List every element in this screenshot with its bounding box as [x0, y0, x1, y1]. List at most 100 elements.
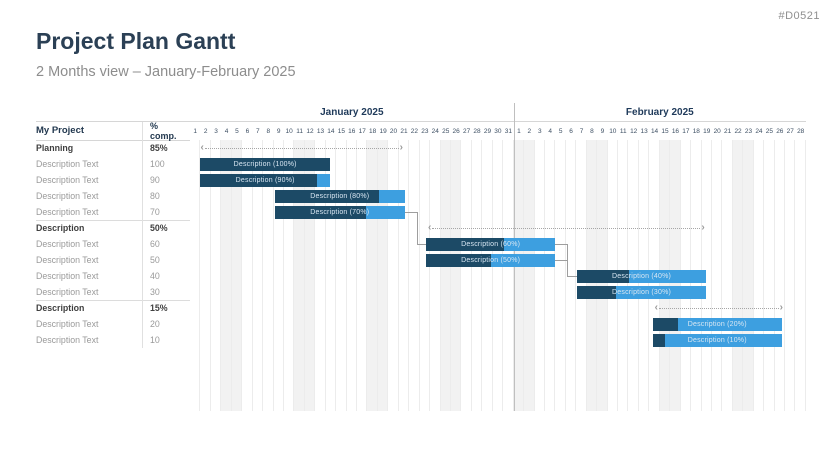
grid-day-column [315, 140, 326, 411]
table-row: Description Text 60 [36, 236, 186, 252]
day-label: 21 [724, 127, 732, 135]
slide-code: #D0521 [778, 10, 820, 22]
arrowhead-left-icon: ‹ [654, 302, 658, 313]
day-label: 24 [755, 127, 763, 135]
gantt-bar[interactable]: Description (50%) [425, 253, 556, 267]
month-grid [190, 140, 514, 411]
grid-weekend-column [513, 140, 525, 411]
row-value: 100 [150, 159, 165, 169]
day-label: 18 [369, 127, 377, 135]
page-subtitle: 2 Months view – January-February 2025 [36, 64, 296, 80]
grid-day-column [544, 140, 556, 411]
grid-weekend-column [450, 140, 462, 411]
table-row: Description Text 80 [36, 188, 186, 204]
grid-day-column [242, 140, 253, 411]
gantt-bar[interactable]: Description (10%) [652, 333, 782, 347]
row-value: 80 [150, 191, 160, 201]
row-value: 70 [150, 207, 160, 217]
day-label: 1 [517, 127, 521, 135]
day-label: 14 [650, 127, 659, 135]
day-label: 19 [379, 127, 387, 135]
day-label: 23 [421, 127, 429, 135]
gantt-bar[interactable]: Description (40%) [577, 269, 706, 283]
row-label: Description Text [36, 159, 99, 169]
page-title: Project Plan Gantt [36, 28, 236, 54]
grid-day-column [492, 140, 504, 411]
day-label: 12 [630, 127, 638, 135]
day-label: 19 [703, 127, 711, 135]
day-label: 11 [296, 127, 303, 135]
row-label: Description Text [36, 207, 99, 217]
grid-day-column [461, 140, 472, 411]
gantt-bar[interactable]: Description (30%) [577, 285, 706, 299]
bar-complete-fill [652, 317, 679, 331]
bar-complete-fill [425, 253, 491, 267]
bar-complete-fill [200, 157, 330, 171]
arrowhead-right-icon: › [399, 142, 403, 153]
day-label: 29 [483, 127, 492, 135]
phase-arrow[interactable]: ‹ › [655, 300, 783, 316]
row-label: Description Text [36, 287, 99, 297]
table-row: Description Text 20 [36, 316, 186, 332]
row-label: Description Text [36, 335, 99, 345]
grid-day-column [534, 140, 545, 411]
row-value: 60 [150, 239, 160, 249]
gantt-bar[interactable]: Description (70%) [274, 205, 406, 219]
day-label: 14 [327, 127, 335, 135]
arrowhead-right-icon: › [701, 222, 705, 233]
day-label: 3 [214, 127, 218, 135]
day-label: 20 [713, 127, 721, 135]
arrowhead-left-icon: ‹ [200, 142, 204, 153]
gantt-bar[interactable]: Description (60%) [425, 237, 556, 251]
bar-complete-fill [274, 205, 366, 219]
row-label: Description [36, 223, 85, 233]
day-label: 26 [452, 127, 460, 135]
day-label: 25 [442, 127, 450, 135]
row-value: 85% [150, 143, 168, 153]
day-label-row: 1 2 3 4 5 6 7 8 9 10 11 12 13 14 15 16 17 18 19 20 21 22 23 24 2… [190, 122, 514, 140]
grid-weekend-column [367, 140, 378, 411]
grid-day-column [336, 140, 347, 411]
gantt-bar[interactable]: Description (100%) [200, 157, 330, 171]
grid-weekend-column [743, 140, 754, 411]
bar-label: Description (90%) [235, 176, 295, 184]
row-label: Planning [36, 143, 74, 153]
day-label: 4 [548, 127, 552, 135]
grid-day-column [753, 140, 765, 411]
connector-segment [555, 244, 568, 245]
phase-arrow[interactable]: ‹ › [428, 220, 705, 236]
dotted-span-line [432, 227, 701, 229]
grid-day-column [190, 140, 201, 411]
day-label: 6 [245, 127, 250, 135]
day-label: 15 [337, 127, 345, 135]
gantt-bar[interactable]: Description (80%) [274, 189, 406, 203]
day-label-row: 1 2 3 4 5 6 7 8 9 10 11 12 13 14 15 16 17 18 19 20 21 22 23 24 2… [514, 122, 806, 140]
row-label: Description Text [36, 271, 99, 281]
grid-day-column [419, 140, 431, 411]
day-label: 16 [671, 127, 680, 135]
connector-segment [567, 276, 578, 277]
grid-day-column [565, 140, 577, 411]
gantt-bar[interactable]: Description (90%) [200, 173, 330, 187]
table-name-header: My Project [36, 125, 85, 136]
day-label: 4 [224, 127, 229, 135]
gantt-bar[interactable]: Description (20%) [652, 317, 782, 331]
grid-day-column [785, 140, 796, 411]
grid-day-column [795, 140, 806, 411]
day-label: 13 [316, 127, 325, 135]
day-label: 12 [306, 127, 314, 135]
phase-arrow[interactable]: ‹ › [200, 140, 403, 156]
day-label: 21 [400, 127, 408, 135]
bar-label: Description (10%) [687, 336, 747, 344]
day-label: 17 [358, 127, 366, 135]
month-header: January 2025 [320, 106, 384, 118]
bar-label: Description (30%) [612, 288, 672, 296]
header-top-rule [36, 121, 806, 122]
grid-day-column [273, 140, 284, 411]
grid-day-column [388, 140, 399, 411]
day-label: 2 [527, 127, 532, 135]
grid-weekend-column [440, 140, 451, 411]
day-label: 22 [734, 127, 742, 135]
bar-label: Description (70%) [310, 208, 370, 216]
